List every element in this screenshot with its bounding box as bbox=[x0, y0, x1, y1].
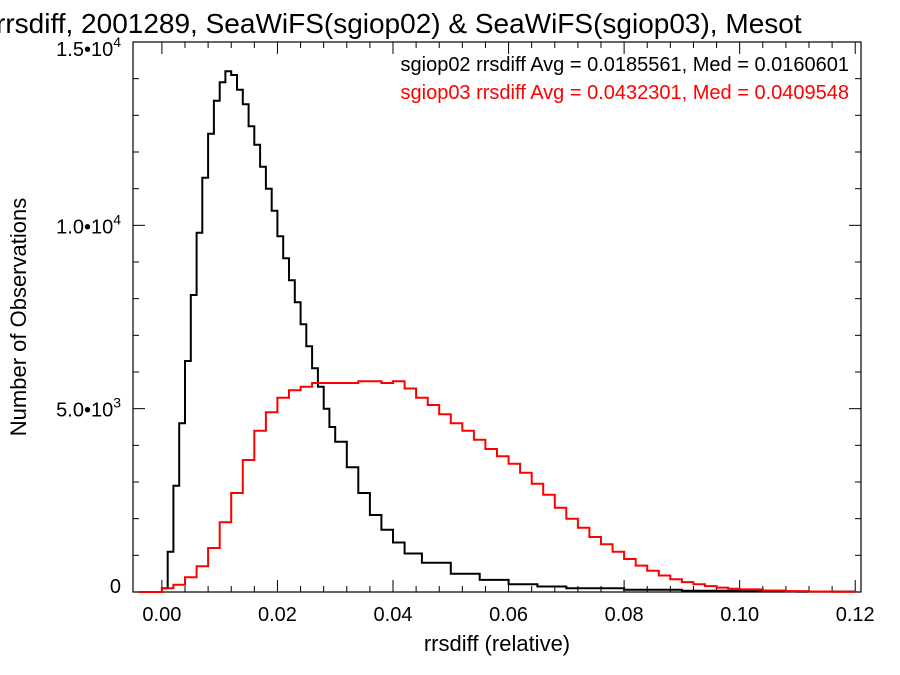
y-axis-label: Number of Observations bbox=[6, 198, 31, 436]
x-tick-label: 0.08 bbox=[605, 604, 644, 626]
x-tick-labels: 0.00 0.02 0.04 0.06 0.08 0.10 0.12 bbox=[142, 604, 874, 626]
plot-frame bbox=[132, 41, 862, 593]
x-tick-label: 0.04 bbox=[374, 604, 413, 626]
legend-entry-sgiop02: sgiop02 rrsdiff Avg = 0.0185561, Med = 0… bbox=[401, 54, 850, 76]
series-line-sgiop03 bbox=[138, 380, 857, 593]
y-tick-label: 1.0•104 bbox=[56, 211, 121, 238]
y-tick-marks bbox=[133, 41, 861, 593]
y-tick-label: 1.5•104 bbox=[56, 34, 121, 61]
chart-title: rrsdiff, 2001289, SeaWiFS(sgiop02) & Sea… bbox=[0, 8, 802, 39]
x-tick-label: 0.02 bbox=[258, 604, 297, 626]
x-tick-label: 0.10 bbox=[720, 604, 759, 626]
series-layer bbox=[138, 70, 857, 593]
y-tick-labels: 0 5.0•103 1.0•104 1.5•104 bbox=[56, 34, 121, 598]
x-tick-label: 0.00 bbox=[142, 604, 181, 626]
legend-entry-sgiop03: sgiop03 rrsdiff Avg = 0.0432301, Med = 0… bbox=[401, 82, 850, 104]
x-axis-label: rrsdiff (relative) bbox=[424, 631, 570, 656]
series-line-sgiop02 bbox=[138, 70, 857, 593]
x-tick-label: 0.06 bbox=[489, 604, 528, 626]
y-tick-label: 5.0•103 bbox=[56, 395, 121, 422]
y-tick-label: 0 bbox=[110, 576, 121, 598]
x-tick-marks bbox=[161, 42, 856, 592]
x-tick-label: 0.12 bbox=[836, 604, 875, 626]
